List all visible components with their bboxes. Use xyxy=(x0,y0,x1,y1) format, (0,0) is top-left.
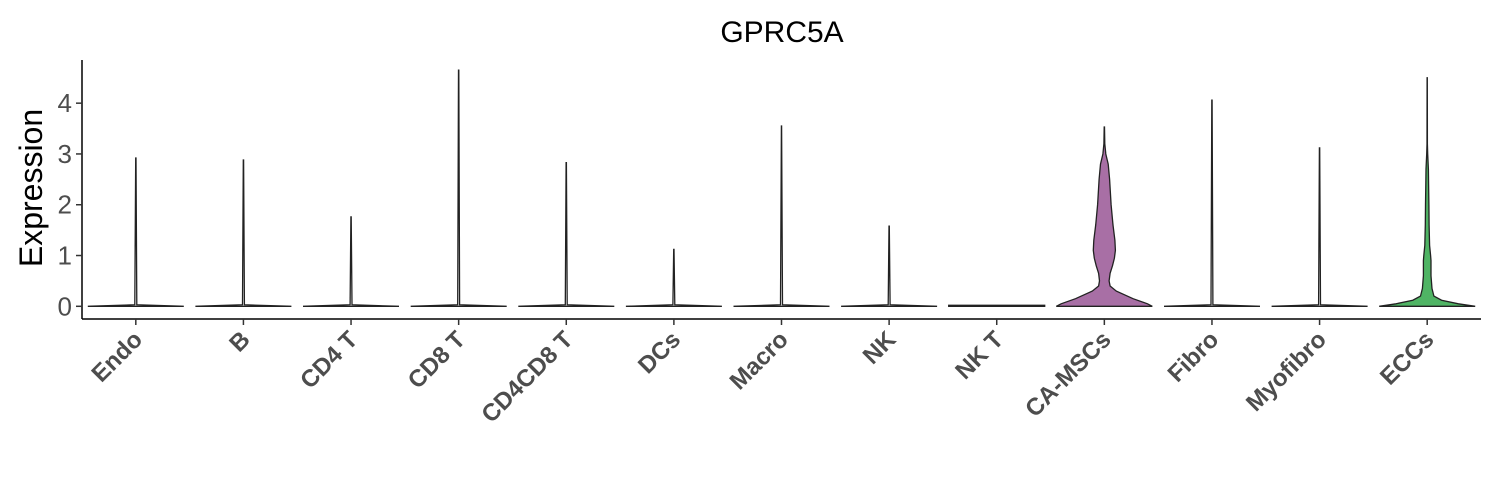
violin-macro xyxy=(733,125,830,307)
x-tick-label: NK T xyxy=(950,326,1009,385)
violin-fibro xyxy=(1163,99,1261,307)
violin-cd4-t xyxy=(302,216,400,307)
y-axis-label: Expression xyxy=(13,109,49,267)
x-tick-label: NK xyxy=(858,326,902,370)
violin-dcs xyxy=(625,248,722,307)
x-tick-label: Endo xyxy=(87,326,149,388)
y-tick-label: 1 xyxy=(58,241,72,271)
chart-title: GPRC5A xyxy=(720,16,843,49)
x-tick-label: CA-MSCs xyxy=(1020,326,1116,422)
violin-nk-t xyxy=(948,304,1046,307)
violin-eccs xyxy=(1379,77,1476,307)
x-tick-label: Fibro xyxy=(1163,326,1225,388)
x-tick-label: CD4CD8 T xyxy=(476,326,578,428)
violin-ca-mscs xyxy=(1055,126,1153,307)
violin-cd4cd8-t xyxy=(518,161,615,307)
violin-b xyxy=(195,159,292,307)
y-tick-label: 3 xyxy=(58,139,72,169)
y-tick-label: 0 xyxy=(58,291,72,321)
x-tick-label: DCs xyxy=(633,326,686,379)
x-tick-label: ECCs xyxy=(1375,326,1439,390)
y-tick-label: 4 xyxy=(58,88,72,118)
violin-cd8-t xyxy=(410,69,507,307)
x-tick-label: Myofibro xyxy=(1241,326,1332,417)
x-tick-label: Macro xyxy=(725,326,794,395)
x-tick-label: CD8 T xyxy=(403,326,471,394)
y-axis: 0 1 2 3 4 xyxy=(58,60,83,321)
x-axis: Endo B CD4 T CD8 T CD4CD8 T DCs Macro NK NK T CA-… xyxy=(82,318,1481,428)
x-tick-label: CD4 T xyxy=(295,326,363,394)
violin-myofibro xyxy=(1271,147,1368,307)
y-tick-label: 2 xyxy=(58,190,72,220)
violin-nk xyxy=(841,225,938,307)
violin-endo xyxy=(87,157,184,307)
violins xyxy=(87,69,1476,307)
x-tick-label: B xyxy=(224,326,255,357)
